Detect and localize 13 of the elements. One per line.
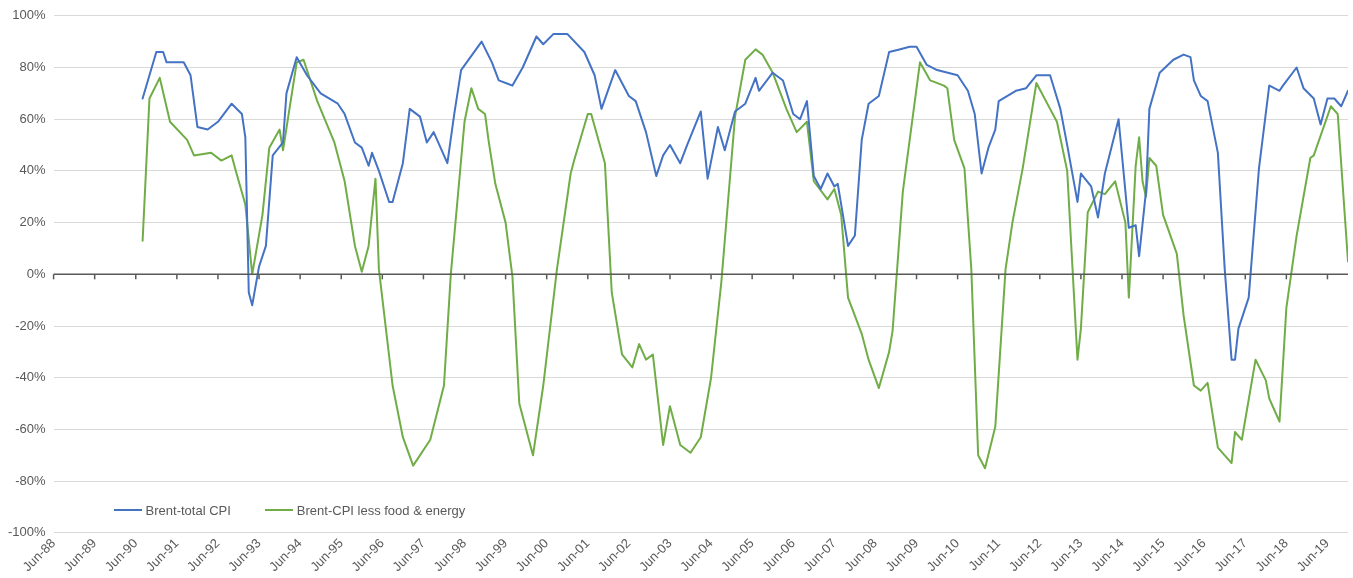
y-tick-label: 40% bbox=[19, 162, 47, 178]
legend-label: Brent-total CPI bbox=[145, 502, 231, 518]
legend-label: Brent-CPI less food & energy bbox=[296, 502, 466, 518]
y-tick-label: 60% bbox=[19, 110, 47, 126]
y-tick-label: -20% bbox=[15, 317, 47, 333]
y-tick-label: -60% bbox=[15, 421, 47, 437]
y-tick-label: -80% bbox=[15, 472, 47, 488]
y-tick-label: -40% bbox=[15, 369, 47, 385]
y-tick-label: 80% bbox=[19, 59, 47, 75]
y-tick-label: 0% bbox=[26, 265, 47, 281]
y-tick-label: -100% bbox=[8, 524, 47, 540]
y-tick-label: 20% bbox=[19, 214, 47, 230]
y-tick-label: 100% bbox=[12, 7, 47, 23]
